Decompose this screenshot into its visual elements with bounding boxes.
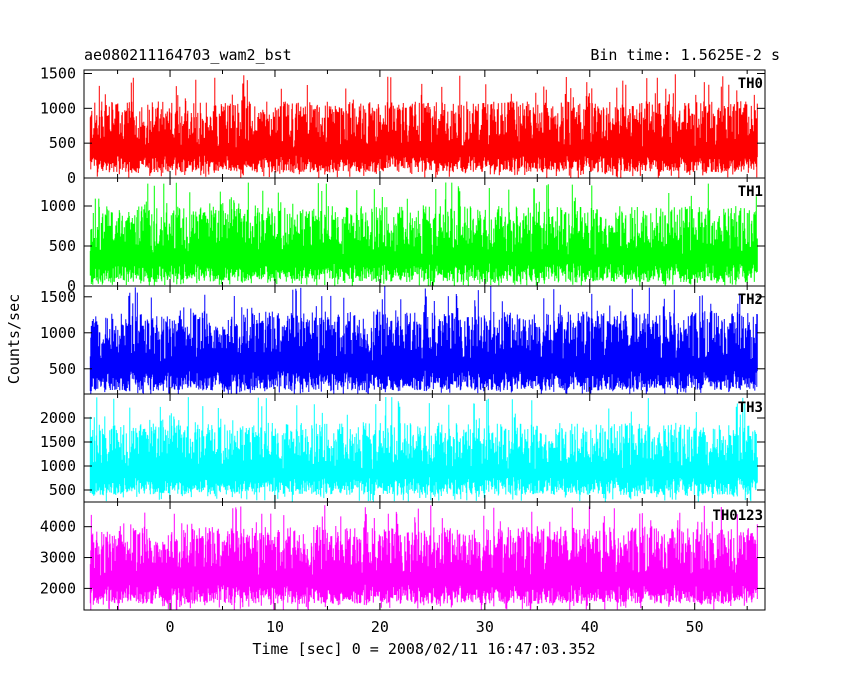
series-th1 — [89, 182, 758, 286]
panel-label-th2: TH2 — [738, 292, 763, 308]
y-tick-label: 1000 — [40, 324, 76, 342]
x-axis-label: Time [sec] 0 = 2008/02/11 16:47:03.352 — [252, 640, 595, 658]
figure-title: ae080211164703_wam2_bst — [84, 46, 292, 64]
x-tick-label: 50 — [686, 618, 704, 636]
panel-label-th0: TH0 — [738, 76, 763, 92]
y-tick-label: 2000 — [40, 579, 76, 597]
x-tick-label: 20 — [371, 618, 389, 636]
y-tick-label: 4000 — [40, 518, 76, 536]
y-tick-label: 500 — [49, 481, 76, 499]
series-th2 — [89, 286, 758, 394]
y-tick-label: 500 — [49, 134, 76, 152]
x-tick-label: 40 — [581, 618, 599, 636]
y-tick-label: 1000 — [40, 99, 76, 117]
y-axis-label: Counts/sec — [5, 294, 23, 384]
y-tick-label: 1500 — [40, 433, 76, 451]
panel-frame — [83, 501, 766, 611]
y-tick-label: 1000 — [40, 457, 76, 475]
x-tick-label: 0 — [166, 618, 175, 636]
y-tick-label: 1500 — [40, 64, 76, 82]
series-th3 — [89, 397, 758, 502]
y-tick-label: 0 — [67, 169, 76, 187]
x-tick-label: 10 — [266, 618, 284, 636]
y-tick-label: 500 — [49, 360, 76, 378]
series-th0 — [89, 74, 758, 178]
series-th0123 — [89, 505, 758, 610]
y-tick-label: 2000 — [40, 409, 76, 427]
y-tick-label: 500 — [49, 237, 76, 255]
y-tick-label: 3000 — [40, 549, 76, 567]
panel-th0: 0 500 1000 1500 TH0 — [40, 64, 766, 187]
panel-th2: 500 1000 1500 TH2 — [40, 285, 766, 395]
y-tick-label: 1500 — [40, 288, 76, 306]
panel-label-th0123: TH0123 — [712, 508, 763, 524]
x-tick-label: 30 — [476, 618, 494, 636]
panel-th0123: 2000 3000 4000 TH0123 — [40, 501, 766, 611]
panel-label-th3: TH3 — [738, 400, 763, 416]
bin-time-label: Bin time: 1.5625E-2 s — [590, 46, 780, 64]
y-tick-label: 0 — [67, 277, 76, 295]
panel-th1: 0 500 1000 TH1 — [40, 177, 766, 295]
panel-th3: 500 1000 1500 2000 TH3 — [40, 393, 766, 503]
panel-label-th1: TH1 — [738, 184, 763, 200]
y-tick-label: 1000 — [40, 197, 76, 215]
